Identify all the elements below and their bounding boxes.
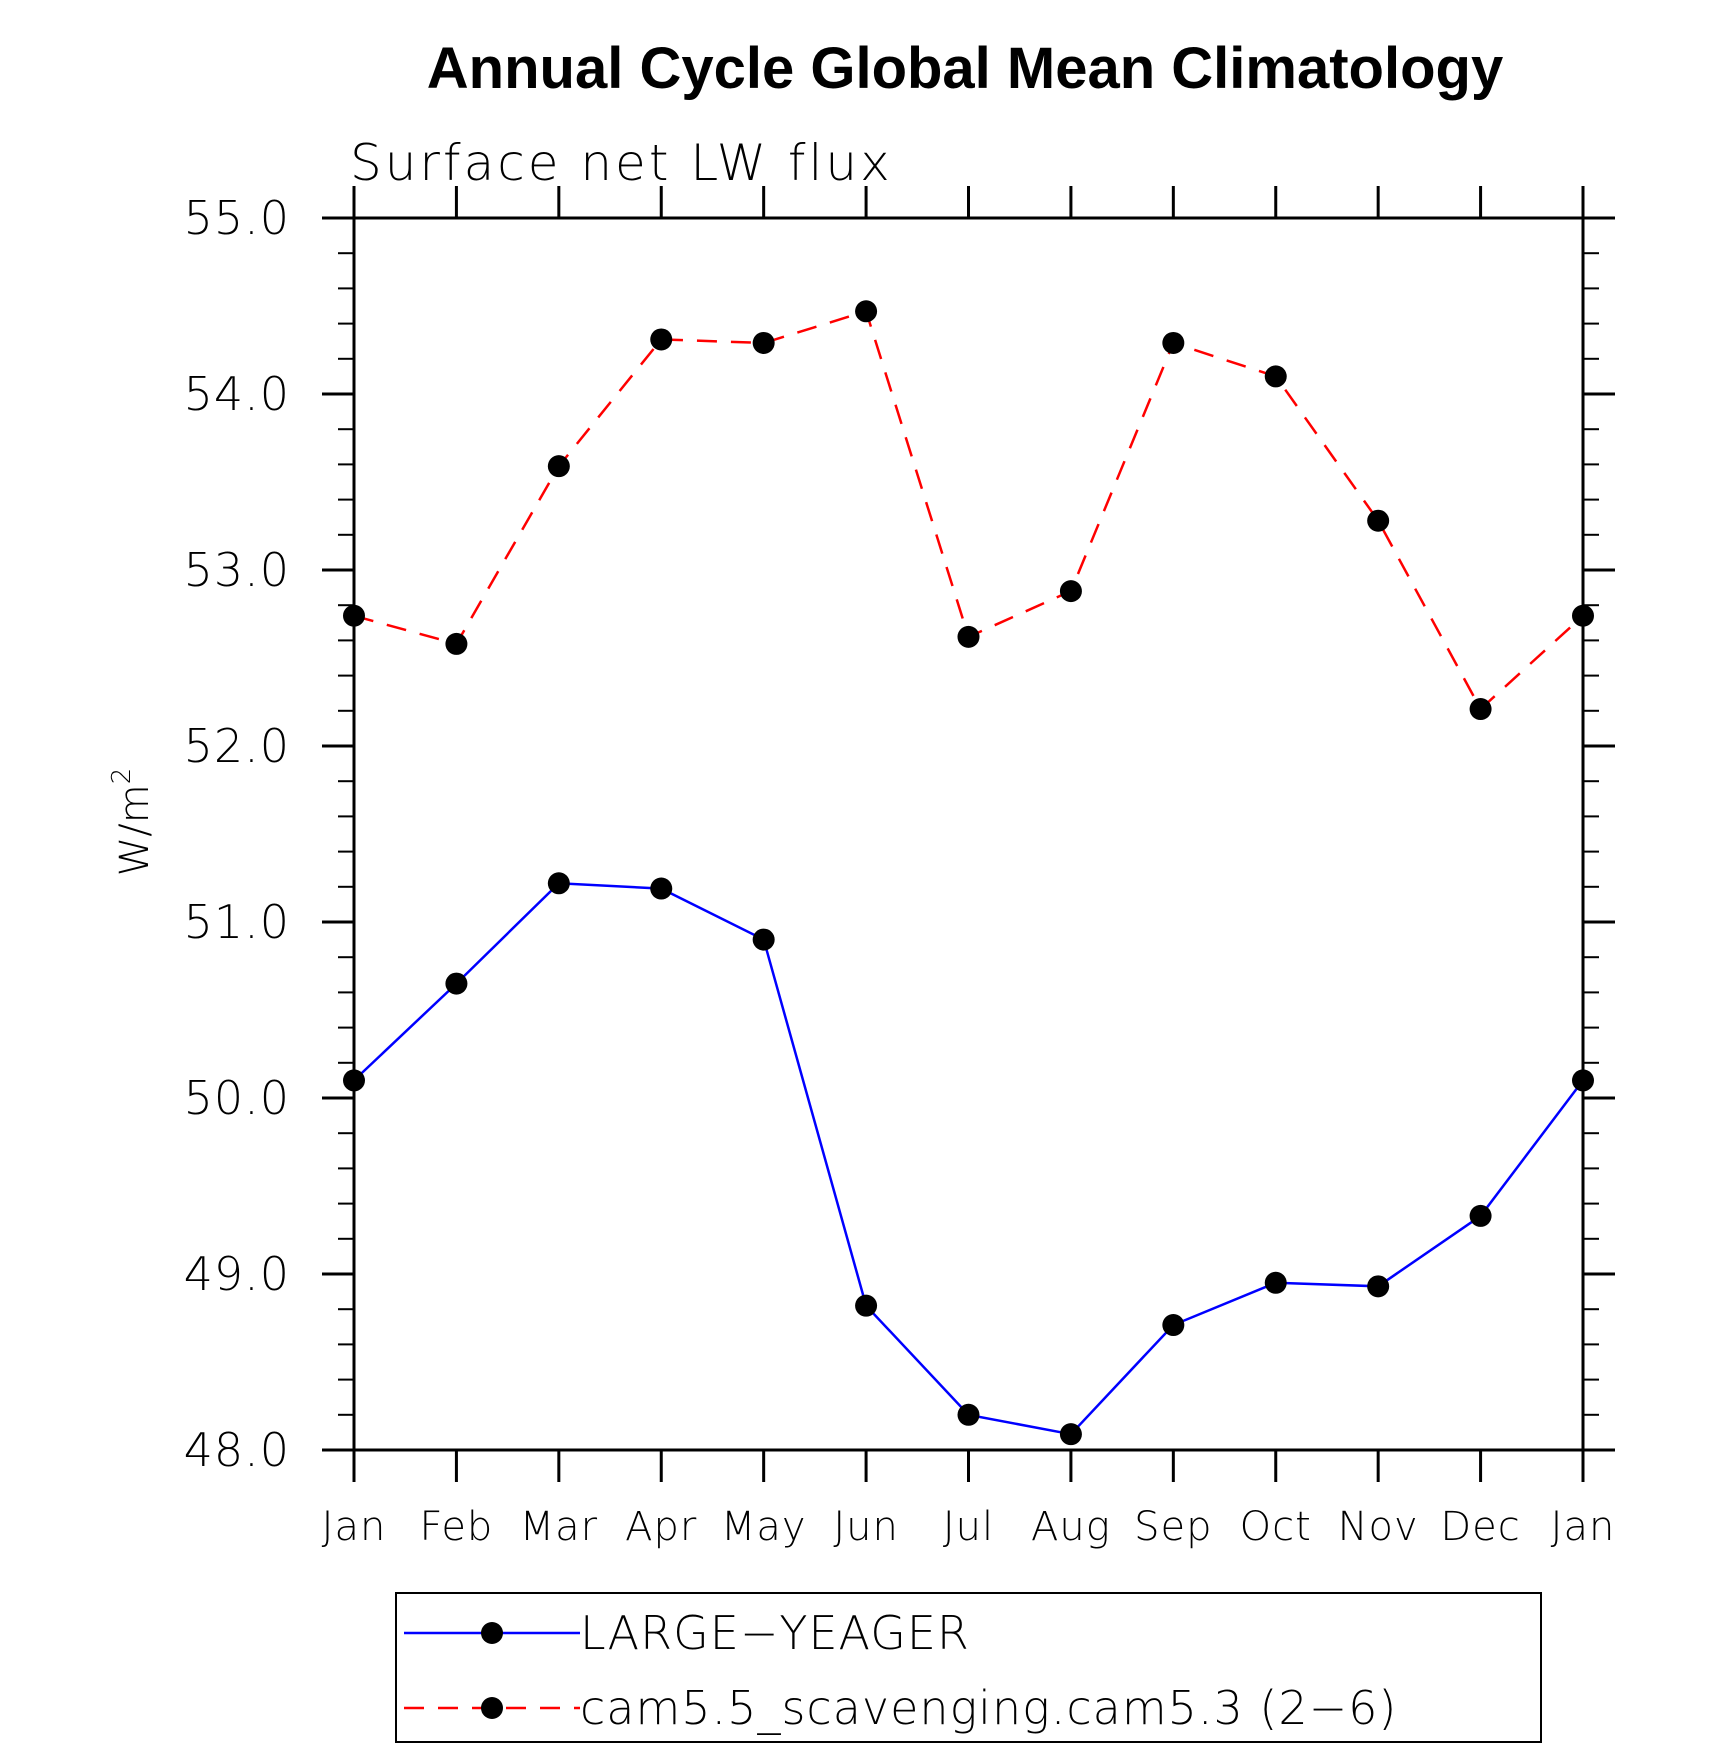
axis-ticks — [322, 186, 1615, 1482]
plot-axes — [352, 216, 1585, 1452]
y-tick-label: 53.0 — [184, 543, 290, 597]
series-points — [343, 300, 1594, 1446]
legend-box — [395, 1592, 1542, 1743]
legend: LARGE−YEAGER cam5.5_scavenging.cam5.3 (2… — [395, 1592, 1542, 1743]
x-tick-label: Nov — [1338, 1504, 1419, 1550]
data-point-series-0 — [1367, 1275, 1390, 1298]
series-line-1 — [353, 309, 1584, 711]
data-point-series-1 — [343, 604, 365, 627]
y-axis-label-superscript: 2 — [107, 768, 137, 785]
x-tick-label: Oct — [1240, 1504, 1312, 1550]
x-tick-labels: Jan Feb Mar Apr May Jun Jul Aug Sep Oct Nov Dec Jan — [322, 1504, 1616, 1550]
data-point-series-1 — [855, 300, 878, 323]
data-point-series-0 — [1264, 1271, 1287, 1294]
legend-marker-cam55 — [481, 1697, 503, 1719]
data-point-series-1 — [1572, 604, 1594, 627]
x-tick-label: Apr — [625, 1504, 697, 1550]
chart-title: Annual Cycle Global Mean Climatology — [427, 36, 1503, 101]
x-tick-label: Aug — [1031, 1504, 1111, 1550]
legend-label-large-yeager: LARGE−YEAGER — [580, 1606, 970, 1660]
x-tick-label: Mar — [520, 1504, 598, 1550]
x-tick-label: Jan — [322, 1504, 387, 1550]
data-point-series-0 — [957, 1403, 980, 1426]
x-tick-label: Jul — [943, 1504, 994, 1550]
y-tick-labels: 48.0 49.0 50.0 51.0 52.0 53.0 54.0 55.0 — [184, 191, 290, 1477]
y-tick-label: 55.0 — [184, 191, 290, 245]
x-tick-label: Feb — [420, 1504, 494, 1550]
data-point-series-0 — [1469, 1204, 1492, 1227]
y-axis-label: W/m2 — [107, 768, 158, 877]
data-point-series-1 — [1264, 365, 1287, 388]
x-tick-label: Dec — [1440, 1504, 1520, 1550]
chart-subtitle: Surface net LW flux — [350, 134, 893, 192]
data-point-series-0 — [1572, 1069, 1594, 1092]
legend-marker-large-yeager — [481, 1622, 503, 1644]
x-tick-label: Jan — [1551, 1504, 1616, 1550]
plot-frame — [352, 216, 1585, 1452]
data-point-series-1 — [1162, 331, 1185, 354]
y-tick-label: 48.0 — [184, 1423, 290, 1477]
data-point-series-1 — [445, 632, 468, 655]
data-point-series-0 — [547, 872, 570, 895]
data-point-series-1 — [547, 455, 570, 478]
x-tick-label: Jun — [833, 1504, 899, 1550]
data-point-series-0 — [1162, 1314, 1185, 1337]
data-point-series-1 — [957, 625, 980, 648]
y-tick-label: 54.0 — [184, 367, 290, 421]
data-point-series-0 — [445, 972, 468, 995]
data-point-series-0 — [1059, 1423, 1082, 1446]
series-line-0 — [353, 882, 1584, 1436]
data-point-series-1 — [752, 331, 775, 354]
x-tick-label: Sep — [1134, 1504, 1212, 1550]
y-tick-label: 50.0 — [184, 1071, 290, 1125]
data-point-series-1 — [1469, 698, 1492, 721]
data-point-series-1 — [650, 328, 673, 351]
data-point-series-1 — [1367, 509, 1390, 532]
y-tick-label: 52.0 — [184, 719, 290, 773]
y-tick-label: 49.0 — [184, 1247, 290, 1301]
data-point-series-0 — [343, 1069, 365, 1092]
x-tick-label: May — [721, 1504, 807, 1550]
y-tick-label: 51.0 — [184, 895, 290, 949]
legend-label-cam55: cam5.5_scavenging.cam5.3 (2−6) — [580, 1681, 1397, 1735]
data-point-series-0 — [752, 928, 775, 951]
y-axis-label-text: W/m — [112, 784, 158, 876]
data-point-series-0 — [650, 877, 673, 900]
data-point-series-1 — [1059, 580, 1082, 603]
data-point-series-0 — [855, 1294, 878, 1317]
series-lines — [353, 309, 1584, 1436]
